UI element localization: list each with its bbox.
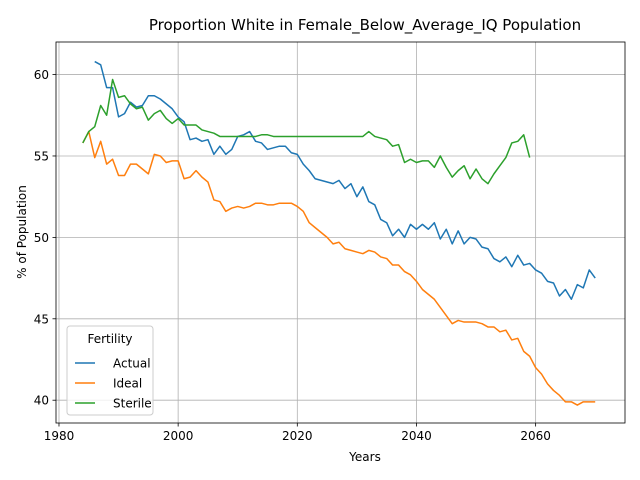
x-tick-label: 1980 [44,429,75,443]
axis-ticks: 1980 2000 2020 2040 2060 40 45 50 55 60 [34,68,551,443]
legend-label-ideal: Ideal [113,377,142,391]
y-axis-label: % of Population [15,185,29,279]
legend: Fertility Actual Ideal Sterile [66,325,154,416]
y-tick-label: 45 [34,312,49,326]
x-axis-label: Years [348,450,381,464]
plot-frame [55,41,626,424]
series-line-actual [94,60,596,301]
y-tick-label: 40 [34,394,49,408]
series-line-sterile [82,78,531,185]
legend-label-sterile: Sterile [113,397,152,411]
grid [56,42,625,423]
legend-label-actual: Actual [113,357,151,371]
y-tick-label: 55 [34,149,49,163]
x-tick-label: 2020 [282,429,313,443]
chart-title: Proportion White in Female_Below_Average… [149,16,581,35]
x-tick-label: 2000 [163,429,194,443]
series-line-ideal [82,130,596,406]
legend-box [66,325,154,416]
y-tick-label: 50 [34,231,49,245]
x-tick-label: 2060 [520,429,551,443]
y-tick-label: 60 [34,68,49,82]
legend-title: Fertility [87,332,132,346]
series-lines [82,60,596,406]
x-tick-label: 2040 [401,429,432,443]
